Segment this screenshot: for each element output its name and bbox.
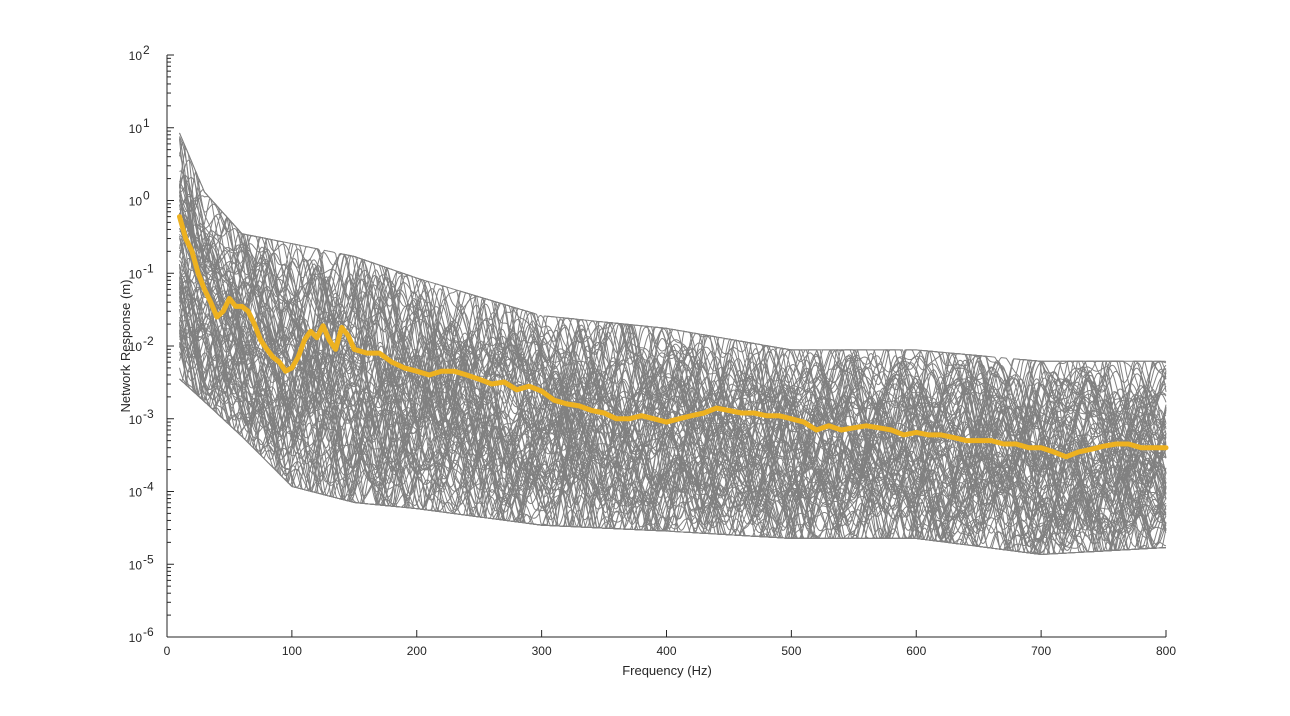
individual-response-trace (179, 216, 1167, 484)
individual-response-traces (179, 132, 1167, 556)
individual-response-trace (179, 276, 1167, 552)
y-tick-base: 10 (129, 631, 143, 645)
y-tick-exponent: -1 (143, 261, 154, 275)
y-tick-label: 10 (129, 49, 143, 63)
x-tick-label: 500 (781, 644, 801, 658)
x-tick-label: 800 (1156, 644, 1176, 658)
y-tick-base: 10 (129, 486, 143, 500)
x-axis-label: Frequency (Hz) (622, 663, 712, 678)
individual-response-trace (179, 249, 1167, 544)
x-tick-label: 0 (164, 644, 171, 658)
x-tick-label: 400 (656, 644, 676, 658)
individual-response-trace (179, 199, 1167, 477)
y-tick-exponent: -4 (143, 480, 154, 494)
y-tick-base: 10 (129, 340, 143, 354)
individual-response-trace (179, 324, 1167, 555)
individual-response-trace (179, 319, 1167, 554)
y-tick-exponent: -5 (143, 552, 154, 566)
y-tick-label: 10 (129, 195, 143, 209)
y-tick-label: 10 (129, 267, 143, 281)
individual-response-trace (179, 186, 1167, 482)
x-tick-label: 300 (532, 644, 552, 658)
x-tick-label: 600 (906, 644, 926, 658)
y-tick-exponent: 2 (143, 43, 150, 57)
individual-response-trace (179, 294, 1167, 552)
y-tick-exponent: 0 (143, 189, 150, 203)
individual-response-trace (179, 169, 1167, 458)
y-tick-base: 10 (129, 49, 143, 63)
x-tick-label: 100 (282, 644, 302, 658)
y-tick-label: 10 (129, 413, 143, 427)
y-tick-base: 10 (129, 267, 143, 281)
individual-response-trace (179, 216, 1167, 481)
mean-response-line (177, 214, 1169, 460)
individual-response-trace (179, 353, 1166, 556)
y-tick-exponent: -3 (143, 407, 154, 421)
y-tick-label: 10 (129, 340, 143, 354)
y-tick-base: 10 (129, 413, 143, 427)
y-tick-exponent: -2 (143, 334, 154, 348)
y-tick-base: 10 (129, 122, 143, 136)
individual-response-trace (179, 140, 1167, 458)
y-tick-label: 10 (129, 486, 143, 500)
y-tick-label: 10 (129, 122, 143, 136)
y-tick-label: 10 (129, 631, 143, 645)
mean-response-series (177, 214, 1169, 460)
y-tick-exponent: 1 (143, 116, 150, 130)
individual-response-trace (179, 195, 1167, 464)
x-tick-label: 700 (1031, 644, 1051, 658)
individual-response-trace (179, 325, 1167, 539)
y-tick-exponent: -6 (143, 625, 154, 639)
y-tick-base: 10 (129, 195, 143, 209)
individual-response-trace (179, 146, 1167, 436)
y-axis-label: Network Response (m) (118, 280, 133, 413)
y-tick-label: 10 (129, 558, 143, 572)
individual-response-trace (179, 237, 1167, 555)
x-tick-label: 200 (407, 644, 427, 658)
y-tick-base: 10 (129, 558, 143, 572)
